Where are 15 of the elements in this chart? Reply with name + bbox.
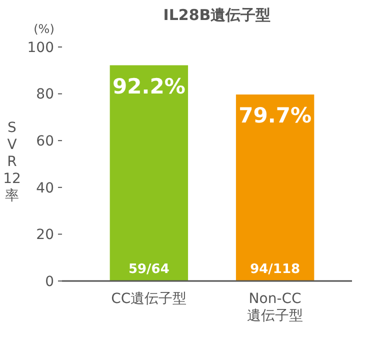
annotation: 59/64 [128, 262, 170, 277]
data-label: 79.7% [238, 104, 312, 128]
x-tick-label: CC遺伝子型 [111, 291, 187, 307]
y-tick-label: 0 [45, 274, 54, 290]
chart-title: IL28B遺伝子型 [163, 6, 271, 24]
annotation: 94/118 [250, 262, 300, 277]
y-axis-title: SVR12率 [3, 120, 21, 204]
y-tick-label: 80 [36, 86, 54, 103]
data-label: 92.2% [112, 74, 186, 98]
y-tick-label: 60 [36, 134, 54, 150]
y-tick-label: 20 [36, 227, 54, 244]
y-tick-label: 40 [36, 180, 54, 196]
text: (%) [34, 22, 54, 36]
y-tick-label: 100 [27, 40, 54, 56]
x-tick-label: Non-CC 遺伝子型 [247, 291, 304, 324]
